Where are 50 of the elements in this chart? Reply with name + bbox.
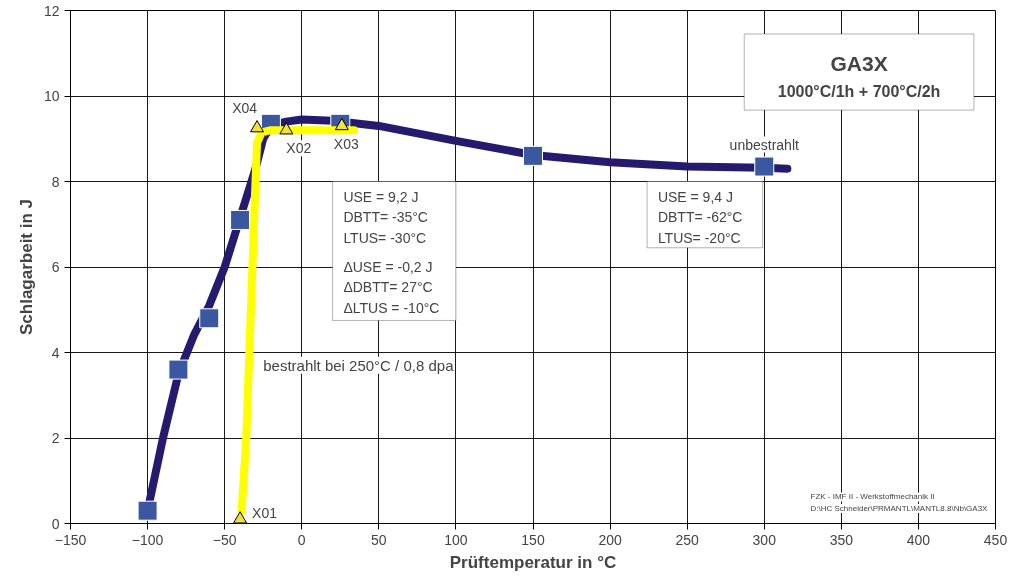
y-tick-label: 6: [51, 259, 60, 275]
y-tick-label: 4: [51, 344, 60, 361]
x-tick-label: 350: [829, 531, 854, 548]
point: [137, 500, 158, 521]
annotation: unbestrahlt: [729, 136, 799, 153]
text: 1000°C/1h + 700°C/2h: [777, 83, 941, 101]
point: [250, 120, 265, 133]
x-tick-label: −150: [54, 531, 87, 548]
x-tick-label: 400: [906, 531, 931, 548]
y-axis-title: Schlagarbeit in J: [16, 198, 36, 336]
point: [168, 359, 189, 380]
annotation: USE = 9,2 J: [343, 188, 419, 205]
y-tick-label: 8: [51, 173, 60, 190]
point: [754, 156, 775, 177]
point: [199, 308, 220, 329]
annotation: USE = 9,4 J: [657, 188, 733, 205]
text: GA3X: [830, 52, 888, 76]
x-tick-label: 450: [983, 531, 1008, 548]
x-axis-title: Prüftemperatur in °C: [449, 552, 617, 572]
annotation: DBTT= -35°C: [343, 209, 428, 226]
annotation: LTUS= -30°C: [343, 229, 427, 246]
annotation: DBTT= -62°C: [657, 209, 743, 226]
y-tick-label: 0: [51, 515, 60, 532]
y-tick-label: 2: [51, 430, 60, 446]
x-tick-label: 50: [371, 531, 387, 548]
annotation: X02: [286, 140, 312, 157]
annotation: LTUS= -20°C: [657, 229, 741, 246]
annotation: ΔDBTT= 27°C: [343, 279, 433, 296]
annotation: D:\HC Schneider\PRMANTL\MANTL8.8\Nb\GA3X: [810, 504, 989, 514]
annotation: X03: [333, 135, 359, 152]
annotation: X04: [232, 100, 258, 117]
annotation: X01: [252, 505, 278, 522]
point: [279, 122, 294, 135]
point: [233, 511, 248, 524]
x-tick-label: 250: [675, 531, 700, 548]
x-tick-label: 0: [297, 531, 306, 548]
point: [230, 209, 251, 230]
annotation: FZK - IMF II - Werkstoffmechanik II: [810, 492, 935, 502]
point: [523, 145, 543, 166]
annotation: ΔLTUS = -10°C: [343, 299, 440, 316]
y-tick-label: 12: [43, 2, 60, 19]
annotation: bestrahlt bei 250°C / 0,8 dpa: [263, 356, 455, 374]
x-tick-label: 300: [752, 531, 777, 548]
x-tick-label: −50: [212, 531, 237, 548]
x-tick-label: −100: [131, 531, 164, 548]
x-tick-label: 150: [521, 531, 545, 548]
x-tick-label: 100: [444, 531, 468, 548]
y-tick-label: 10: [43, 88, 60, 104]
x-tick-label: 200: [598, 531, 622, 548]
annotation: ΔUSE = -0,2 J: [343, 259, 433, 275]
